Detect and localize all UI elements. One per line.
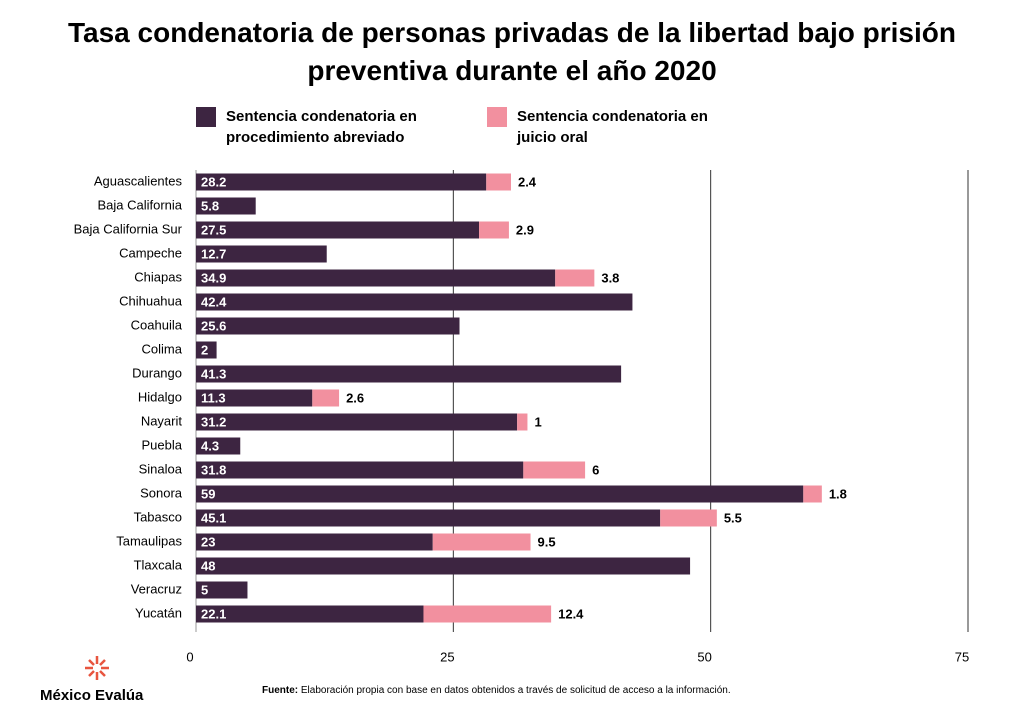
bar bbox=[479, 221, 509, 239]
value-label: 1.8 bbox=[829, 486, 847, 501]
source: Fuente: Elaboración propia con base en d… bbox=[262, 685, 731, 696]
value-label: 1 bbox=[534, 414, 541, 429]
bar bbox=[196, 485, 804, 503]
bar bbox=[660, 509, 717, 527]
bar bbox=[432, 533, 531, 551]
bar bbox=[196, 197, 256, 215]
legend-item: Sentencia condenatoria en juicio oral bbox=[487, 106, 717, 148]
bar bbox=[523, 461, 586, 479]
bar bbox=[196, 389, 313, 407]
bar bbox=[196, 341, 217, 359]
bar bbox=[196, 317, 460, 335]
value-label: 12.7 bbox=[201, 246, 226, 261]
source-label: Fuente: bbox=[262, 685, 299, 696]
value-label: 27.5 bbox=[201, 222, 226, 237]
value-label: 42.4 bbox=[201, 294, 227, 309]
y-tick-label: Baja California bbox=[97, 197, 182, 212]
y-tick-label: Veracruz bbox=[131, 581, 182, 596]
value-label: 5.8 bbox=[201, 198, 219, 213]
value-label: 25.6 bbox=[201, 318, 226, 333]
y-tick-label: Colima bbox=[142, 341, 183, 356]
value-label: 5.5 bbox=[724, 510, 742, 525]
bar bbox=[423, 605, 552, 623]
source-text: Elaboración propia con base en datos obt… bbox=[300, 685, 731, 696]
y-tick-label: Hidalgo bbox=[138, 389, 182, 404]
brand: México Evalúa bbox=[40, 687, 144, 704]
bar bbox=[517, 413, 528, 431]
y-tick-label: Chiapas bbox=[134, 269, 182, 284]
y-tick-label: Chihuahua bbox=[119, 293, 183, 308]
value-label: 31.2 bbox=[201, 414, 226, 429]
value-label: 6 bbox=[592, 462, 599, 477]
value-label: 2.6 bbox=[346, 390, 364, 405]
x-tick-label: 25 bbox=[440, 649, 454, 664]
bar bbox=[196, 293, 633, 311]
value-label: 31.8 bbox=[201, 462, 226, 477]
bar bbox=[196, 221, 480, 239]
bar bbox=[196, 557, 691, 575]
bar bbox=[196, 437, 241, 455]
bar bbox=[196, 365, 622, 383]
bar bbox=[196, 173, 487, 191]
y-tick-label: Baja California Sur bbox=[74, 221, 183, 236]
legend-item: Sentencia condenatoria en procedimiento … bbox=[196, 106, 451, 148]
value-label: 2.4 bbox=[518, 174, 537, 189]
value-label: 41.3 bbox=[201, 366, 226, 381]
legend-label: Sentencia condenatoria en procedimiento … bbox=[226, 108, 417, 146]
x-tick-label: 50 bbox=[697, 649, 711, 664]
y-tick-label: Campeche bbox=[119, 245, 182, 260]
value-label: 48 bbox=[201, 558, 215, 573]
bar bbox=[196, 245, 327, 263]
y-tick-label: Tabasco bbox=[134, 509, 182, 524]
bar bbox=[196, 533, 433, 551]
legend: Sentencia condenatoria en procedimiento … bbox=[196, 106, 717, 148]
bar bbox=[196, 581, 248, 599]
bar bbox=[196, 413, 518, 431]
value-label: 12.4 bbox=[558, 606, 584, 621]
y-tick-label: Durango bbox=[132, 365, 182, 380]
legend-swatch bbox=[487, 107, 507, 127]
bar bbox=[196, 269, 556, 287]
value-label: 59 bbox=[201, 486, 215, 501]
y-tick-label: Sinaloa bbox=[139, 461, 183, 476]
bar bbox=[803, 485, 822, 503]
value-label: 28.2 bbox=[201, 174, 226, 189]
value-label: 45.1 bbox=[201, 510, 226, 525]
y-tick-label: Yucatán bbox=[135, 605, 182, 620]
legend-label: Sentencia condenatoria en juicio oral bbox=[517, 108, 708, 146]
bar bbox=[312, 389, 340, 407]
legend-swatch bbox=[196, 107, 216, 127]
value-label: 2.9 bbox=[516, 222, 534, 237]
y-tick-label: Sonora bbox=[140, 485, 183, 500]
logo bbox=[85, 656, 109, 680]
x-tick-label: 75 bbox=[955, 649, 969, 664]
y-tick-label: Tamaulipas bbox=[116, 533, 182, 548]
bar bbox=[196, 461, 524, 479]
bar bbox=[196, 605, 424, 623]
value-label: 23 bbox=[201, 534, 215, 549]
y-tick-label: Aguascalientes bbox=[94, 173, 183, 188]
y-tick-label: Coahuila bbox=[131, 317, 183, 332]
bar bbox=[555, 269, 595, 287]
y-tick-label: Puebla bbox=[142, 437, 183, 452]
x-tick-label: 0 bbox=[186, 649, 193, 664]
chart-title: Tasa condenatoria de personas privadas d… bbox=[68, 17, 956, 86]
value-label: 11.3 bbox=[201, 390, 226, 405]
bar bbox=[196, 509, 661, 527]
value-label: 3.8 bbox=[601, 270, 619, 285]
value-label: 9.5 bbox=[538, 534, 556, 549]
value-label: 4.3 bbox=[201, 438, 219, 453]
value-label: 2 bbox=[201, 342, 208, 357]
y-tick-label: Nayarit bbox=[141, 413, 183, 428]
bar bbox=[486, 173, 511, 191]
value-label: 34.9 bbox=[201, 270, 226, 285]
y-tick-label: Tlaxcala bbox=[134, 557, 183, 572]
value-label: 22.1 bbox=[201, 606, 226, 621]
value-label: 5 bbox=[201, 582, 208, 597]
